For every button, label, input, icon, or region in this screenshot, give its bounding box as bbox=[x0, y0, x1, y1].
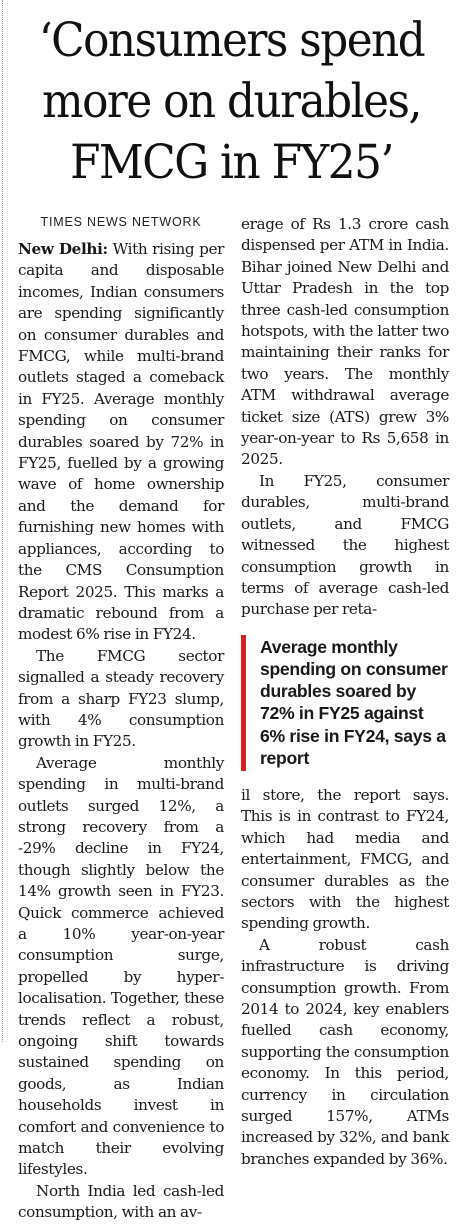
headline: ‘Consumers spend more on durables, FMCG … bbox=[38, 13, 426, 190]
lead-text: With rising per capita and disposable in… bbox=[18, 240, 224, 644]
paragraph-fmcg: The FMCG sector signalled a steady recov… bbox=[18, 646, 224, 751]
dateline: New Delhi: bbox=[18, 240, 108, 258]
article-column-left: TIMES NEWS NETWORK New Delhi: With risin… bbox=[18, 214, 224, 1224]
byline: TIMES NEWS NETWORK bbox=[40, 215, 202, 229]
lead-paragraph: New Delhi: With rising per capita and di… bbox=[18, 239, 224, 646]
paragraph-multi-brand: Average monthly spending in multi-brand … bbox=[18, 753, 224, 1179]
paragraph-fy25-sectors: In FY25, consumer durables, multi-brand … bbox=[241, 471, 449, 619]
page-edge-rule bbox=[2, 0, 3, 1042]
paragraph-fy25-sectors-continued: il store, the report says. This is in co… bbox=[241, 785, 449, 933]
article-column-right: erage of Rs 1.3 crore cash dispensed per… bbox=[241, 214, 449, 1170]
paragraph-cash-infrastructure: A robust cash infrastructure is driving … bbox=[241, 935, 449, 1168]
paragraph-north-india-continued: erage of Rs 1.3 crore cash dispensed per… bbox=[241, 215, 449, 469]
paragraph-north-india: North India led cash-led consumption, wi… bbox=[18, 1181, 224, 1222]
pull-quote: Average monthly spending on consumer dur… bbox=[241, 634, 449, 771]
